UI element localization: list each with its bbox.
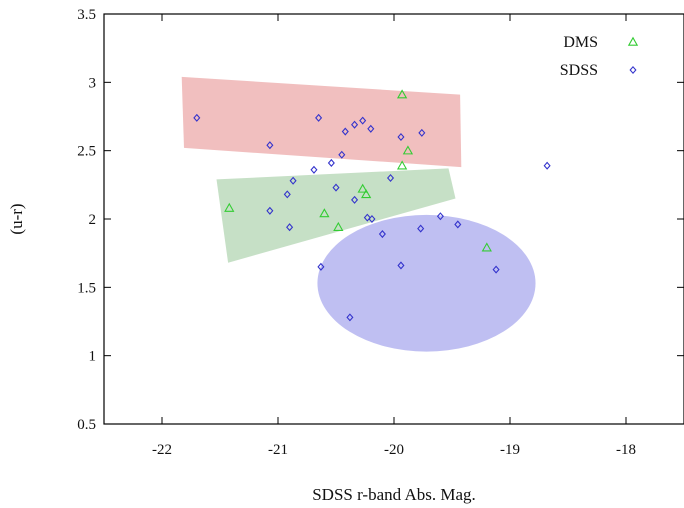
sdss-point — [367, 124, 375, 133]
y-tick-label: 3.5 — [77, 7, 96, 23]
legend: DMS SDSS — [560, 34, 639, 79]
y-tick-label: 1.5 — [77, 280, 96, 296]
sdss-point — [543, 161, 551, 170]
sdss-point — [315, 113, 323, 122]
region-3 — [317, 214, 536, 352]
x-tick-label: -20 — [384, 442, 404, 458]
legend-marker-dms — [627, 36, 639, 46]
region-2 — [216, 168, 456, 263]
dms-point — [402, 145, 414, 155]
sdss-point — [193, 113, 201, 122]
sdss-point — [359, 116, 367, 125]
dms-point — [481, 242, 492, 252]
dms-point — [357, 183, 368, 193]
sdss-point — [286, 223, 294, 232]
sdss-point — [266, 141, 274, 150]
sdss-point — [317, 262, 325, 271]
dms-point — [333, 221, 344, 231]
sdss-point — [351, 120, 359, 129]
x-tick-label: -21 — [268, 442, 288, 458]
y-tick-label: 2.5 — [77, 144, 96, 160]
y-tick-label: 1 — [89, 349, 97, 365]
sdss-point — [310, 165, 318, 174]
y-tick-label: 2 — [89, 212, 97, 228]
sdss-point — [368, 214, 376, 224]
dms-point — [396, 160, 408, 170]
series-dms — [224, 89, 492, 252]
y-axis-label: (u-r) — [7, 203, 26, 234]
sdss-point — [327, 158, 335, 168]
sdss-point — [338, 150, 346, 159]
legend-label-dms: DMS — [563, 34, 598, 51]
plot-frame — [103, 13, 684, 425]
dms-point — [319, 208, 330, 218]
shaded-regions — [181, 76, 536, 352]
sdss-point — [378, 229, 386, 239]
sdss-point — [418, 128, 426, 137]
legend-label-sdss: SDSS — [560, 62, 598, 79]
sdss-point — [351, 195, 359, 204]
sdss-point — [386, 173, 395, 183]
legend-marker-sdss — [629, 65, 637, 75]
sdss-point — [341, 127, 349, 136]
sdss-point — [417, 224, 425, 233]
sdss-point — [397, 132, 405, 142]
sdss-point — [289, 176, 297, 185]
sdss-point — [332, 183, 340, 192]
x-axis-label: SDSS r-band Abs. Mag. — [312, 485, 476, 504]
sdss-point — [397, 261, 405, 270]
x-tick-label: -19 — [500, 442, 520, 458]
dms-point — [224, 202, 235, 212]
x-tick-label: -18 — [616, 442, 636, 458]
dms-point — [361, 189, 372, 199]
y-tick-label: 3 — [89, 75, 97, 91]
sdss-point — [363, 213, 371, 222]
sdss-point — [492, 265, 500, 274]
sdss-point — [436, 212, 444, 221]
sdss-point — [283, 190, 291, 199]
region-1 — [181, 76, 462, 168]
series-sdss — [193, 113, 551, 322]
sdss-point — [346, 313, 354, 322]
x-tick-label: -22 — [152, 442, 172, 458]
axis-ticks: -22 -21 -20 -19 -18 0.5 1 1.5 2 2.5 3 3.5 — [77, 7, 684, 458]
sdss-point — [454, 220, 462, 229]
sdss-point — [266, 206, 274, 215]
y-tick-label: 0.5 — [77, 417, 96, 433]
dms-point — [396, 89, 408, 99]
data-points — [193, 89, 551, 322]
